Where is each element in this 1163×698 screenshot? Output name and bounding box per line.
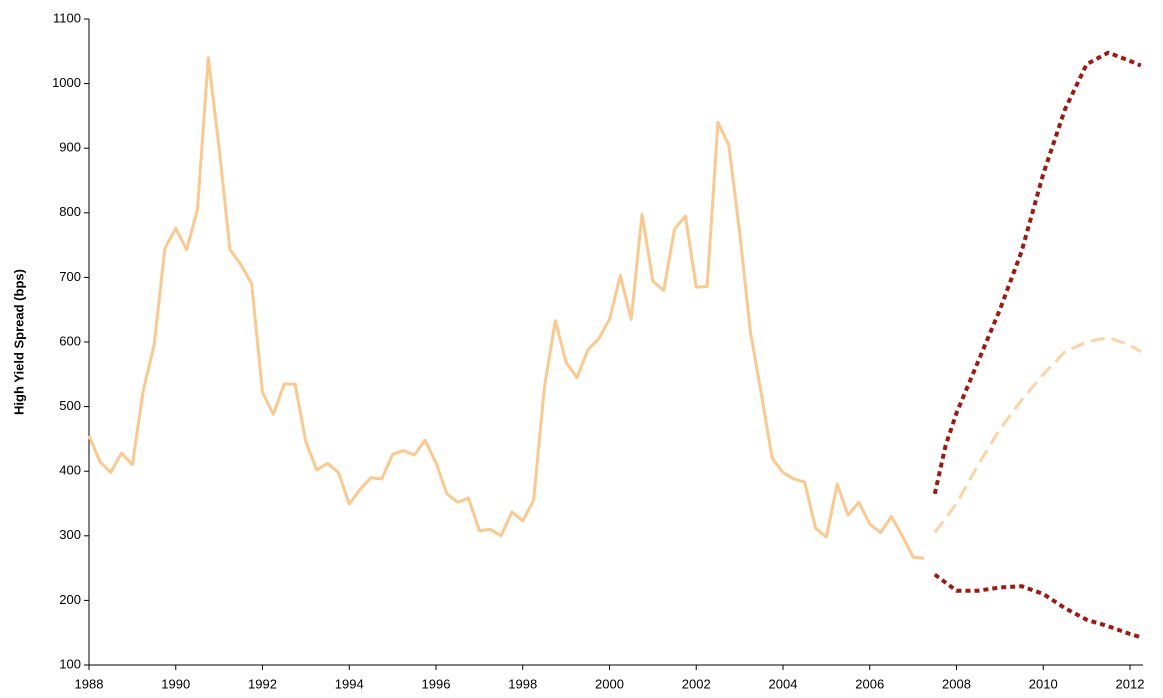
x-tick-label: 2010: [1029, 676, 1058, 691]
y-tick-label: 900: [59, 140, 81, 155]
x-tick-label: 1988: [75, 676, 104, 691]
x-tick-label: 1994: [335, 676, 364, 691]
y-tick-label: 300: [59, 527, 81, 542]
x-tick-label: 2000: [595, 676, 624, 691]
x-tick-label: 1998: [508, 676, 537, 691]
x-tick-label: 1996: [422, 676, 451, 691]
y-tick-label: 200: [59, 592, 81, 607]
x-tick-label: 1990: [161, 676, 190, 691]
y-tick-label: 1100: [53, 10, 81, 25]
y-tick-label: 500: [59, 398, 81, 413]
x-tick-label: 2004: [769, 676, 798, 691]
y-tick-label: 600: [59, 333, 81, 348]
x-tick-label: 2012: [1116, 676, 1145, 691]
y-tick-label: 100: [59, 656, 81, 671]
line: [933, 572, 1142, 640]
y-tick-label: 700: [59, 269, 81, 284]
line: [933, 335, 1142, 534]
line: [932, 50, 1142, 495]
y-tick-label: 800: [59, 204, 81, 219]
x-tick-label: 1992: [248, 676, 277, 691]
line: [87, 56, 925, 560]
x-tick-label: 2002: [682, 676, 711, 691]
y-tick-label: 1000: [52, 75, 81, 90]
x-tick-label: 2008: [942, 676, 971, 691]
y-tick-label: 400: [59, 463, 81, 478]
x-tick-label: 2006: [855, 676, 884, 691]
y-axis-label: High Yield Spread (bps): [11, 269, 26, 415]
